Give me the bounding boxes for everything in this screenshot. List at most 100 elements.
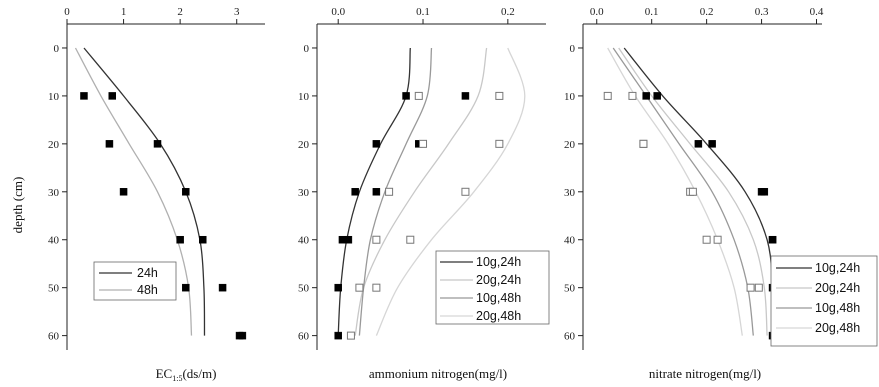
legend: 10g,24h 20g,24h 10g,48h 20g,48h (770, 255, 878, 347)
y-tick-label: 40 (564, 235, 576, 247)
data-point-10g-48h (414, 91, 423, 100)
data-point-10g-48h (754, 283, 763, 292)
data-point-10g-24h (334, 283, 342, 292)
legend-label-24h: 24h (137, 266, 158, 280)
legend: 10g,24h 20g,24h 10g,48h 20g,48h (435, 250, 550, 325)
data-point-10g-24h (372, 140, 381, 148)
legend-box (770, 255, 878, 347)
y-tick-label: 30 (564, 187, 576, 199)
data-point-10g-24h (334, 331, 342, 340)
y-ticks: 0 10 20 30 40 50 60 (48, 43, 67, 343)
x-tick-label: 0.4 (810, 6, 824, 18)
data-point-10g-24h (653, 92, 661, 100)
y-tick-label: 10 (564, 91, 576, 103)
data-point-20g-48h (713, 235, 722, 244)
data-point-20g-48h (355, 283, 364, 292)
x-tick-label: 0.0 (590, 6, 604, 18)
y-tick-label: 0 (54, 43, 60, 55)
panel-ec: 0 10 20 30 40 50 60 0 1 2 3 24h 48h EC1:5(ds/m) (48, 6, 265, 383)
fit-curve-20g-24h (618, 47, 768, 336)
data-point-48h (80, 92, 88, 100)
data-point-10g-48h (419, 139, 428, 148)
y-ticks: 0 10 20 30 40 50 60 (298, 43, 317, 343)
data-point-48h (176, 235, 184, 244)
data-point-20g-48h (406, 235, 415, 244)
data-point-20g-48h (746, 283, 755, 292)
data-point-20g-24h (694, 140, 703, 148)
data-point-48h (235, 331, 244, 340)
x-ticks: 0.0 0.1 0.2 0.3 0.4 (590, 6, 824, 24)
legend-label-20g-48h: 20g,48h (815, 321, 860, 335)
y-ticks: 0 10 20 30 40 50 60 (564, 43, 583, 343)
data-point-20g-48h (346, 331, 355, 340)
data-point-20g-24h (642, 92, 650, 100)
data-point-10g-48h (385, 187, 394, 196)
data-point-10g-48h (372, 235, 381, 244)
data-point-20g-48h (495, 139, 504, 148)
data-point-10g-48h (372, 283, 381, 292)
legend-label-10g-24h: 10g,24h (815, 261, 860, 275)
fit-curve-10g-24h (623, 47, 774, 336)
data-point-20g-24h (768, 235, 777, 244)
y-tick-label: 10 (298, 91, 310, 103)
legend-box (435, 250, 550, 325)
y-tick-label: 50 (48, 283, 60, 295)
data-point-20g-24h (461, 92, 470, 100)
legend-label-20g-48h: 20g,48h (476, 309, 521, 323)
data-points (80, 92, 247, 340)
panel-nitrate: 0 10 20 30 40 50 60 0.0 0.1 0.2 0.3 0.4 10g,24h 20… (564, 6, 878, 381)
data-point-20g-48h (461, 187, 470, 196)
fit-curve-20g-48h (375, 47, 526, 336)
y-tick-label: 20 (298, 139, 310, 151)
data-point-10g-48h (628, 91, 637, 100)
x-tick-label: 0.1 (645, 6, 659, 18)
y-tick-label: 0 (570, 43, 576, 55)
y-tick-label: 20 (48, 139, 60, 151)
x-tick-label: 3 (234, 6, 240, 18)
legend-label-48h: 48h (137, 283, 158, 297)
y-axis-title: depth (cm) (10, 177, 25, 234)
data-points (334, 91, 504, 340)
x-tick-label: 0.1 (416, 6, 430, 18)
x-tick-label: 1 (121, 6, 127, 18)
data-point-20g-24h (757, 188, 766, 196)
data-point-10g-24h (708, 140, 716, 148)
y-tick-label: 30 (48, 187, 60, 199)
legend-label-20g-24h: 20g,24h (815, 281, 860, 295)
x-axis-title: nitrate nitrogen(mg/l) (649, 366, 761, 381)
panel-ammonium: 0 10 20 30 40 50 60 0.0 0.1 0.2 10g,24h 20g,24h … (298, 6, 550, 381)
y-tick-label: 0 (304, 43, 310, 55)
y-tick-label: 20 (564, 139, 576, 151)
legend-box (93, 261, 177, 301)
legend-label-20g-24h: 20g,24h (476, 273, 521, 287)
y-tick-label: 10 (48, 91, 60, 103)
data-point-24h (218, 283, 227, 292)
y-tick-label: 40 (48, 235, 60, 247)
data-point-20g-48h (639, 139, 648, 148)
x-axis-title: ammonium nitrogen(mg/l) (369, 366, 507, 381)
legend: 24h 48h (93, 261, 177, 301)
data-point-20g-48h (495, 91, 504, 100)
x-tick-label: 0.2 (700, 6, 714, 18)
x-axis-title: EC1:5(ds/m) (156, 366, 217, 383)
x-tick-label: 0.2 (501, 6, 515, 18)
data-point-24h (108, 92, 117, 100)
x-tick-label: 0.0 (331, 6, 345, 18)
legend-label-10g-48h: 10g,48h (476, 291, 521, 305)
fit-curve-10g-48h (612, 47, 754, 336)
legend-label-10g-24h: 10g,24h (476, 255, 521, 269)
y-tick-label: 60 (48, 331, 60, 343)
data-point-10g-48h (702, 235, 711, 244)
legend-label-10g-48h: 10g,48h (815, 301, 860, 315)
data-point-20g-24h (372, 188, 381, 196)
data-point-10g-24h (351, 188, 359, 196)
y-tick-label: 30 (298, 187, 310, 199)
data-point-24h (153, 140, 162, 148)
x-tick-label: 0 (64, 6, 70, 18)
y-tick-label: 40 (298, 235, 310, 247)
data-point-20g-48h (688, 187, 697, 196)
y-tick-label: 60 (564, 331, 576, 343)
y-tick-label: 50 (298, 283, 310, 295)
x-tick-label: 2 (177, 6, 183, 18)
